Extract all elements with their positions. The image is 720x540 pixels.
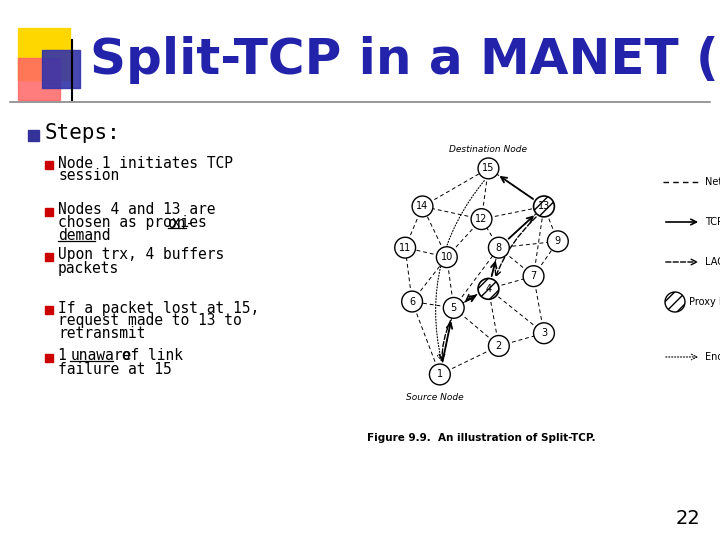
Circle shape: [523, 266, 544, 287]
Text: retransmit: retransmit: [58, 327, 145, 341]
Text: End-to-end TCP ACK: End-to-end TCP ACK: [705, 352, 720, 362]
Text: Upon trx, 4 buffers: Upon trx, 4 buffers: [58, 247, 224, 262]
Text: 4: 4: [485, 284, 492, 294]
Bar: [45, 208, 53, 216]
Text: 15: 15: [482, 164, 495, 173]
Bar: [45, 306, 53, 314]
Text: session: session: [58, 168, 120, 184]
Bar: [42, 50, 80, 88]
Text: Steps:: Steps:: [45, 123, 121, 143]
Circle shape: [436, 247, 457, 267]
Text: If a packet lost at 15,: If a packet lost at 15,: [58, 300, 259, 315]
Text: 8: 8: [496, 242, 502, 253]
Text: 13: 13: [538, 201, 550, 212]
Circle shape: [488, 335, 509, 356]
Circle shape: [488, 237, 509, 258]
Circle shape: [412, 196, 433, 217]
Text: 10: 10: [441, 252, 453, 262]
Text: 22: 22: [675, 509, 700, 528]
Text: packets: packets: [58, 260, 120, 275]
Text: 6: 6: [409, 296, 415, 307]
Text: Figure 9.9.  An illustration of Split-TCP.: Figure 9.9. An illustration of Split-TCP…: [367, 433, 596, 443]
Circle shape: [471, 208, 492, 230]
Text: LACK: LACK: [705, 257, 720, 267]
Text: Nodes 4 and 13 are: Nodes 4 and 13 are: [58, 202, 215, 218]
Text: Network Link: Network Link: [705, 177, 720, 187]
Text: failure at 15: failure at 15: [58, 361, 172, 376]
Text: 2: 2: [496, 341, 502, 351]
Circle shape: [534, 323, 554, 343]
Text: 1: 1: [58, 348, 76, 363]
Text: 1: 1: [437, 369, 443, 380]
Circle shape: [444, 298, 464, 318]
Text: chosen as proxies: chosen as proxies: [58, 215, 215, 231]
Text: 7: 7: [531, 271, 536, 281]
Bar: [45, 161, 53, 169]
Bar: [18, 28, 70, 80]
Circle shape: [547, 231, 568, 252]
Circle shape: [429, 364, 450, 385]
Text: 14: 14: [416, 201, 428, 212]
Text: 9: 9: [555, 237, 561, 246]
Text: Split-TCP in a MANET (2): Split-TCP in a MANET (2): [90, 36, 720, 84]
Text: of link: of link: [113, 348, 183, 363]
Circle shape: [478, 158, 499, 179]
Text: Destination Node: Destination Node: [449, 145, 528, 154]
Circle shape: [478, 279, 499, 299]
Circle shape: [402, 291, 423, 312]
Bar: [28, 130, 39, 141]
Text: unaware: unaware: [71, 348, 132, 363]
Circle shape: [534, 196, 554, 217]
Text: request made to 13 to: request made to 13 to: [58, 314, 242, 328]
Text: 12: 12: [475, 214, 487, 224]
Text: 3: 3: [541, 328, 547, 338]
Circle shape: [665, 292, 685, 312]
Bar: [45, 354, 53, 362]
Bar: [18, 58, 60, 100]
Bar: [45, 253, 53, 261]
Circle shape: [395, 237, 415, 258]
Text: TCP Data Flow: TCP Data Flow: [705, 217, 720, 227]
Text: 11: 11: [399, 242, 411, 253]
Text: 5: 5: [451, 303, 457, 313]
Text: Node 1 initiates TCP: Node 1 initiates TCP: [58, 156, 233, 171]
Text: Proxy Node: Proxy Node: [689, 297, 720, 307]
Text: demand: demand: [58, 228, 110, 244]
Text: Source Node: Source Node: [406, 393, 464, 402]
Text: on-: on-: [168, 215, 194, 231]
